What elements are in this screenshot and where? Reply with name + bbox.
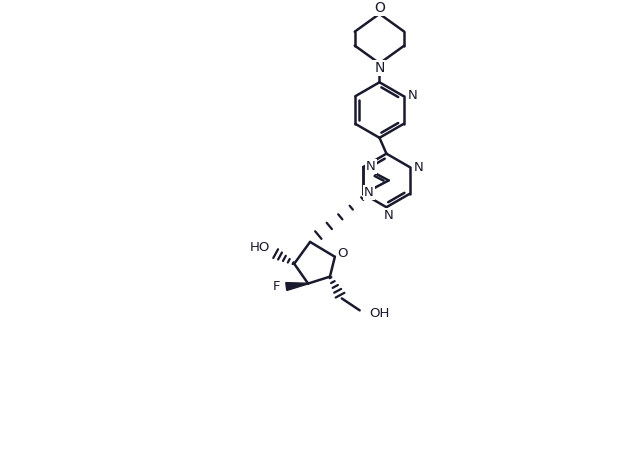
Text: N: N (408, 89, 417, 102)
Text: O: O (337, 247, 348, 260)
Polygon shape (285, 282, 308, 290)
Text: HO: HO (250, 242, 269, 254)
Text: F: F (273, 280, 280, 293)
Text: O: O (374, 1, 385, 15)
Text: N: N (364, 186, 374, 199)
Text: N: N (374, 62, 385, 75)
Text: N: N (413, 161, 424, 173)
Text: OH: OH (369, 307, 390, 320)
Text: N: N (366, 160, 376, 173)
Text: N: N (383, 209, 394, 222)
